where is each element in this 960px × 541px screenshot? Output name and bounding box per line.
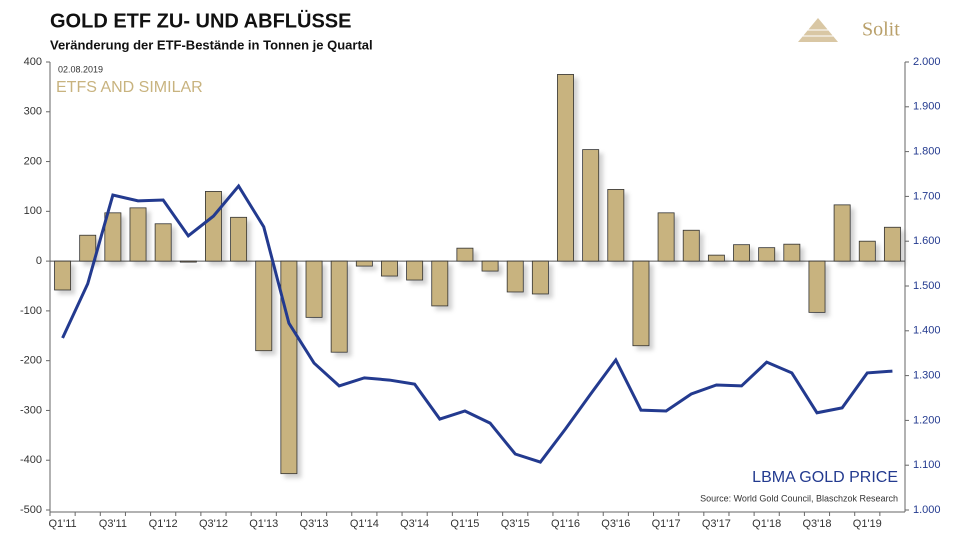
bar <box>682 229 700 262</box>
y-tick-label: 100 <box>24 205 42 217</box>
bar <box>557 74 574 262</box>
bar <box>255 260 273 352</box>
bar <box>54 260 72 291</box>
y-tick-label: -300 <box>20 404 42 416</box>
y2-tick-label: 1.900 <box>913 101 941 113</box>
bar <box>154 223 172 262</box>
y-tick-label: -100 <box>20 305 42 317</box>
bar <box>129 207 147 262</box>
chart-subtitle: Veränderung der ETF-Bestände in Tonnen j… <box>50 37 373 52</box>
x-tick-label: Q3'11 <box>99 518 127 530</box>
bar <box>305 260 323 318</box>
x-tick-label: Q1'13 <box>249 518 278 530</box>
x-tick-label: Q1'18 <box>752 518 781 530</box>
y2-tick-label: 1.000 <box>913 504 941 516</box>
x-tick-label: Q3'16 <box>601 518 630 530</box>
bar <box>783 243 801 262</box>
y-tick-label: 400 <box>24 56 42 68</box>
bar <box>733 244 750 262</box>
bar <box>456 247 474 262</box>
bar <box>758 247 776 262</box>
logo: Solit <box>798 18 900 42</box>
y-tick-label: -500 <box>20 504 42 516</box>
bar <box>707 254 725 262</box>
x-tick-label: Q3'17 <box>702 518 731 530</box>
y2-tick-label: 1.300 <box>913 370 941 382</box>
bar <box>883 226 901 262</box>
bar <box>632 260 650 347</box>
bar <box>481 260 499 272</box>
bar <box>179 260 197 263</box>
x-tick-label: Q3'15 <box>501 518 530 530</box>
legend-label: LBMA GOLD PRICE <box>752 469 898 486</box>
x-tick-label: Q1'11 <box>48 518 76 530</box>
bar <box>506 260 524 293</box>
x-tick-label: Q3'13 <box>300 518 329 530</box>
bar <box>79 234 97 262</box>
y-tick-label: 200 <box>24 155 42 167</box>
bar <box>330 260 348 353</box>
bar <box>657 212 675 262</box>
y-tick-label: -200 <box>20 355 42 367</box>
y-tick-label: 0 <box>36 255 42 267</box>
bar <box>205 191 222 262</box>
x-tick-label: Q1'14 <box>350 518 379 530</box>
brand: Solit <box>862 19 900 41</box>
bar <box>833 204 851 262</box>
bar <box>582 149 600 262</box>
bar-series <box>54 74 901 475</box>
x-tick-label: Q1'12 <box>149 518 178 530</box>
bar <box>355 260 373 267</box>
x-tick-label: Q1'19 <box>853 518 882 530</box>
y2-tick-label: 1.200 <box>913 414 941 426</box>
x-tick-label: Q1'16 <box>551 518 580 530</box>
y2-tick-label: 1.500 <box>913 280 941 292</box>
bar <box>280 260 298 475</box>
y2-tick-label: 1.100 <box>913 459 941 471</box>
bar <box>808 260 826 313</box>
x-tick-label: Q3'12 <box>199 518 228 530</box>
x-tick-label: Q1'17 <box>652 518 681 530</box>
x-tick-label: Q3'14 <box>400 518 429 530</box>
y-tick-label: -400 <box>20 454 42 466</box>
date-label: 02.08.2019 <box>58 64 103 74</box>
chart-title: GOLD ETF ZU- UND ABFLÜSSE <box>50 9 351 32</box>
y2-tick-label: 2.000 <box>913 56 941 68</box>
y2-tick-label: 1.800 <box>913 146 941 158</box>
bar <box>104 212 122 262</box>
y2-tick-label: 1.600 <box>913 235 941 247</box>
source: Source: World Gold Council, Blaschzok Re… <box>700 493 898 503</box>
bar <box>531 260 549 295</box>
legend-label: ETFS AND SIMILAR <box>56 79 203 96</box>
bar <box>381 260 398 277</box>
bar <box>858 240 876 262</box>
x-tick-label: Q3'18 <box>802 518 831 530</box>
bar <box>230 216 248 262</box>
y2-tick-label: 1.700 <box>913 190 941 202</box>
line <box>61 183 893 464</box>
bar <box>406 260 424 281</box>
bar <box>607 189 625 262</box>
y-tick-label: 300 <box>24 106 42 118</box>
y2-tick-label: 1.400 <box>913 325 941 337</box>
bar <box>431 260 449 307</box>
x-tick-label: Q1'15 <box>450 518 479 530</box>
